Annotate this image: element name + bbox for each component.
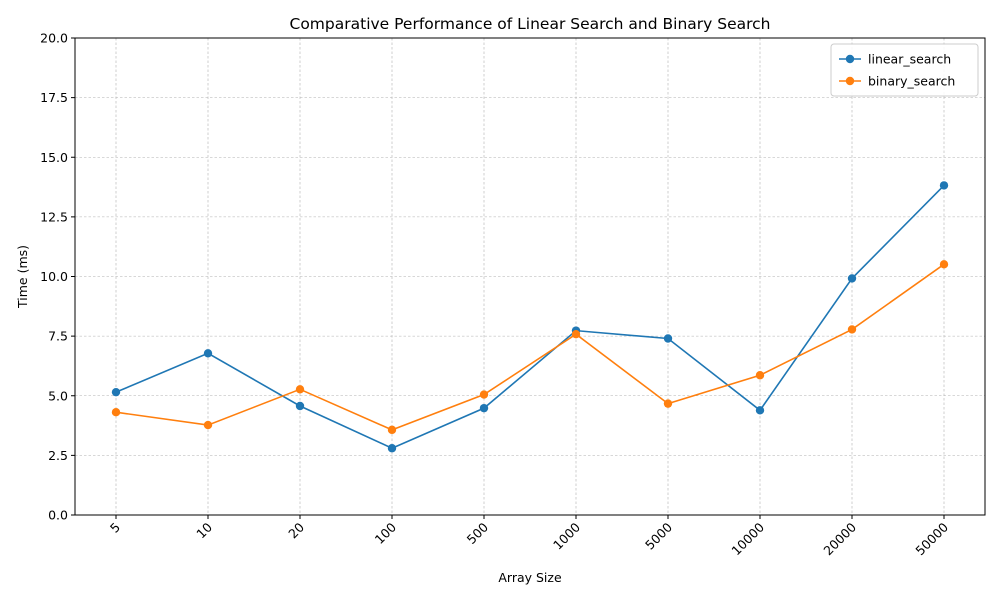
y-tick-label: 15.0 [40, 150, 68, 165]
data-point-binary_search [203, 420, 213, 430]
data-point-linear_search [755, 406, 765, 415]
data-point-linear_search [203, 349, 213, 358]
legend-label: binary_search [868, 74, 955, 89]
legend-box [830, 43, 979, 97]
data-point-binary_search [571, 330, 581, 339]
data-point-binary_search [111, 408, 121, 417]
data-point-linear_search [387, 444, 397, 453]
series-group [111, 181, 949, 453]
chart-title: Comparative Performance of Linear Search… [290, 15, 771, 33]
data-point-binary_search [663, 399, 673, 408]
data-point-binary_search [295, 385, 305, 394]
series-line-binary_search [115, 263, 945, 431]
grid [75, 37, 985, 516]
data-point-linear_search [663, 334, 673, 343]
legend-swatch-marker [845, 54, 855, 64]
y-tick-label: 7.5 [48, 329, 68, 344]
y-tick-label: 17.5 [40, 90, 68, 105]
y-tick-label: 5.0 [48, 388, 68, 403]
y-tick-label: 10.0 [40, 269, 68, 284]
y-tick-label: 2.5 [48, 448, 68, 463]
data-point-binary_search [755, 371, 765, 380]
data-point-linear_search [111, 387, 121, 397]
series-line-linear_search [115, 184, 945, 450]
y-axis: 0.0 2.5 5.0 7.5 10.0 12.5 15.0 17.5 20.0 [40, 31, 75, 523]
data-point-binary_search [479, 390, 489, 399]
legend-swatch-marker [845, 76, 855, 86]
data-point-binary_search [939, 260, 949, 269]
y-tick-label: 20.0 [40, 31, 68, 46]
x-axis-label: Array Size [498, 570, 562, 585]
data-point-binary_search [387, 425, 397, 435]
data-point-binary_search [847, 325, 857, 334]
data-point-linear_search [847, 274, 857, 283]
data-point-linear_search [295, 401, 305, 411]
y-tick-label: 12.5 [40, 209, 68, 224]
y-axis-label: Time (ms) [15, 245, 30, 309]
legend: linear_search binary_search [830, 43, 979, 97]
legend-label: linear_search [868, 52, 951, 67]
data-point-linear_search [479, 403, 489, 413]
y-tick-label: 0.0 [48, 508, 68, 523]
data-point-linear_search [939, 181, 949, 190]
